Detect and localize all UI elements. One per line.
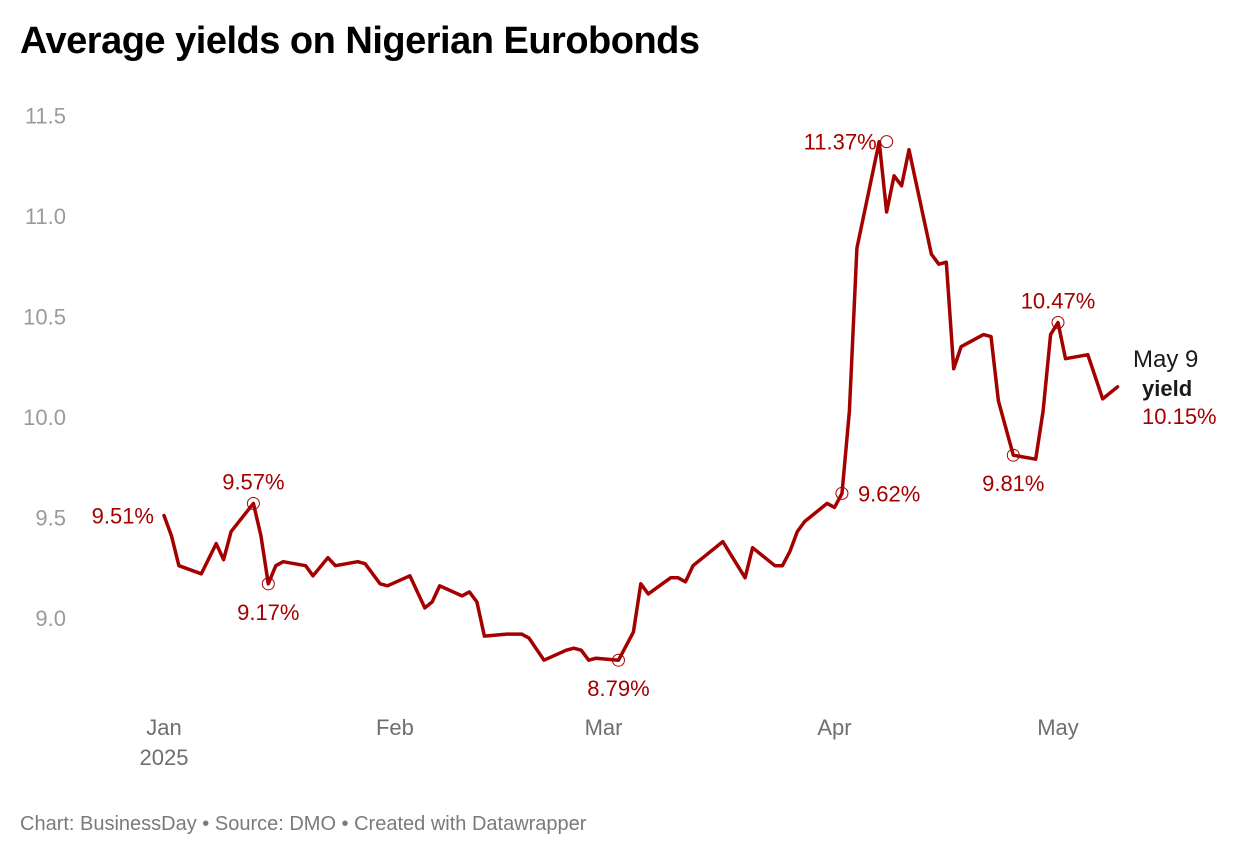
y-tick-label: 10.0 bbox=[23, 405, 66, 430]
y-tick-label: 11.0 bbox=[25, 204, 66, 229]
chart-footer: Chart: BusinessDay • Source: DMO • Creat… bbox=[20, 813, 587, 835]
annotation-marker bbox=[261, 577, 275, 591]
series-line bbox=[162, 139, 1120, 662]
y-tick-label: 9.0 bbox=[35, 606, 66, 631]
annotation-label: 11.37% bbox=[804, 130, 877, 155]
annotation-marker bbox=[835, 486, 849, 500]
y-tick-label: 9.5 bbox=[35, 506, 66, 531]
annotation-label: 9.51% bbox=[92, 503, 154, 528]
annotation-marker bbox=[1051, 316, 1065, 330]
annotation-marker bbox=[1006, 448, 1020, 462]
x-tick-label: Mar bbox=[585, 715, 623, 740]
x-tick-label: Feb bbox=[376, 715, 414, 740]
annotation-label: 8.79% bbox=[587, 676, 649, 701]
x-axis: Jan 2025 Feb Mar Apr May bbox=[140, 715, 1079, 770]
annotations-layer: 9.51% 9.57% 9.17% 8.79% 9.62% 11.37% 9.81% 10.4… bbox=[92, 130, 1096, 702]
y-tick-label: 11.5 bbox=[25, 104, 66, 129]
end-label-value: 10.15% bbox=[1142, 404, 1217, 429]
annotation-label: 10.47% bbox=[1021, 289, 1096, 314]
x-tick-label: May bbox=[1037, 715, 1079, 740]
series-layer bbox=[162, 139, 1120, 662]
chart-title: Average yields on Nigerian Eurobonds bbox=[20, 20, 700, 62]
annotation-label: 9.17% bbox=[237, 600, 299, 625]
end-label-date: May 9 bbox=[1133, 346, 1198, 373]
y-axis: 9.0 9.5 10.0 10.5 11.0 11.5 bbox=[23, 104, 66, 632]
annotation-marker bbox=[611, 653, 625, 667]
x-tick-label: Jan bbox=[146, 715, 181, 740]
annotation-marker bbox=[246, 496, 260, 510]
annotation-marker bbox=[880, 135, 894, 149]
end-label: May 9 yield 10.15% bbox=[1133, 346, 1217, 429]
annotation-label: 9.62% bbox=[858, 481, 920, 506]
annotation-label: 9.57% bbox=[222, 469, 284, 494]
end-label-title: yield bbox=[1142, 376, 1192, 401]
x-tick-sublabel: 2025 bbox=[140, 745, 189, 770]
x-tick-label: Apr bbox=[817, 715, 851, 740]
annotation-label: 9.81% bbox=[982, 471, 1044, 496]
y-tick-label: 10.5 bbox=[23, 305, 66, 330]
